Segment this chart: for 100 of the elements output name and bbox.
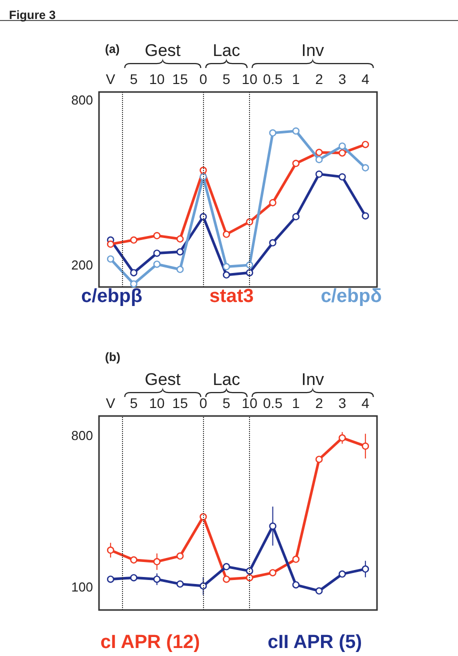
point (338, 142, 346, 150)
point (362, 140, 370, 148)
point (106, 255, 114, 263)
point (269, 239, 276, 246)
x-tick-label: 15 (172, 395, 188, 411)
point (176, 235, 184, 243)
point (153, 260, 161, 268)
x-tick-label: 0 (199, 71, 208, 87)
point (362, 212, 370, 220)
point (176, 580, 184, 588)
x-tick-label: 10 (149, 71, 165, 87)
point (176, 552, 184, 560)
x-tick-label: 10 (149, 395, 165, 411)
point (153, 250, 161, 257)
point (315, 587, 323, 595)
text: cI APR (12) (100, 632, 200, 653)
point (315, 170, 323, 178)
y-tick-label: 200 (71, 258, 93, 273)
point (315, 148, 323, 156)
point (106, 546, 114, 554)
point (362, 565, 370, 573)
point (222, 230, 230, 238)
x-tick-label: 0.5 (263, 395, 283, 411)
point (222, 263, 230, 270)
x-tick-label: 3 (338, 395, 346, 411)
point (246, 269, 254, 276)
text: Lac (212, 370, 241, 389)
x-tick-label: 10 (242, 395, 258, 411)
point (269, 522, 276, 530)
point (338, 173, 346, 180)
point (176, 248, 184, 256)
point (153, 232, 161, 240)
x-tick-label: 5 (130, 71, 138, 87)
point (153, 576, 161, 583)
text: Inv (301, 370, 325, 389)
x-tick-label: V (106, 71, 116, 87)
chart-subtitle: (a) (105, 42, 120, 56)
point (200, 213, 207, 220)
point (292, 213, 300, 220)
point (362, 164, 370, 172)
point (130, 556, 138, 564)
text: c/ebpδ (320, 286, 382, 307)
point (315, 156, 323, 164)
x-tick-label: 10 (242, 71, 258, 87)
x-tick-label: 3 (338, 71, 346, 87)
x-tick-label: 2 (315, 71, 324, 87)
point (269, 569, 276, 576)
text: Inv (301, 41, 325, 60)
point (292, 160, 300, 168)
x-tick-label: V (106, 395, 116, 411)
point (153, 558, 161, 566)
x-tick-label: 15 (172, 71, 188, 87)
x-tick-label: 2 (315, 395, 324, 411)
point (315, 456, 323, 463)
point (200, 582, 207, 590)
point (222, 271, 230, 279)
x-tick-label: 4 (362, 395, 370, 411)
point (200, 513, 207, 520)
point (292, 556, 300, 563)
chart-title: (b) (105, 350, 120, 364)
point (292, 581, 300, 588)
point (269, 129, 276, 137)
x-tick-label: 1 (292, 71, 300, 87)
point (338, 570, 346, 578)
y-tick-label: 800 (71, 428, 93, 444)
text: stat3 (209, 286, 254, 307)
text: Gest (144, 41, 181, 60)
y-tick-label: 100 (71, 580, 93, 595)
text: cII APR (5) (268, 632, 362, 653)
point (338, 434, 346, 442)
x-tick-label: 5 (222, 71, 231, 87)
point (106, 240, 114, 248)
point (222, 576, 230, 583)
point (130, 236, 138, 244)
chart-title: Figure 3 (9, 8, 56, 22)
point (106, 576, 114, 583)
x-tick-label: 5 (222, 395, 231, 411)
text: Gest (144, 370, 181, 389)
point (362, 442, 370, 450)
point (246, 574, 254, 582)
point (130, 574, 138, 582)
point (200, 166, 207, 174)
x-tick-label: 0 (199, 395, 208, 411)
x-tick-label: 0.5 (263, 71, 283, 87)
x-tick-label: 4 (362, 71, 370, 87)
text: Lac (212, 41, 241, 60)
point (246, 567, 254, 575)
point (130, 269, 138, 276)
point (269, 199, 276, 206)
point (292, 127, 300, 135)
series-label: c/ebpβ (81, 286, 142, 307)
x-tick-label: 5 (130, 395, 138, 411)
point (246, 218, 254, 226)
point (246, 261, 254, 269)
point (200, 173, 207, 180)
y-tick-label: 800 (71, 92, 93, 108)
point (176, 266, 184, 274)
point (130, 280, 138, 288)
point (338, 149, 346, 157)
x-tick-label: 1 (292, 395, 300, 411)
